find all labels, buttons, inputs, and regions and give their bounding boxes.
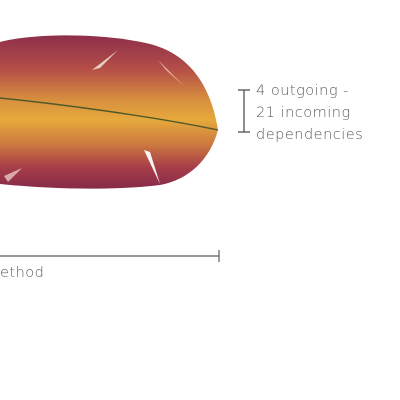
feather-notch-bottom <box>144 150 160 184</box>
feather-shaft <box>0 97 219 131</box>
feather-notch-top-right <box>158 60 184 86</box>
length-label: ethod <box>0 265 45 281</box>
dependency-annotation: 4 outgoing - 21 incoming dependencies <box>256 80 396 146</box>
feather-notch-top <box>92 50 118 70</box>
length-scale-line <box>0 250 220 262</box>
annotation-line-1: 4 outgoing - <box>256 83 349 99</box>
annotation-line-3: dependencies <box>256 127 364 143</box>
feather-notch-bottom-left <box>4 168 22 182</box>
annotation-line-2: 21 incoming <box>256 105 351 121</box>
annotation-bracket <box>238 89 250 133</box>
